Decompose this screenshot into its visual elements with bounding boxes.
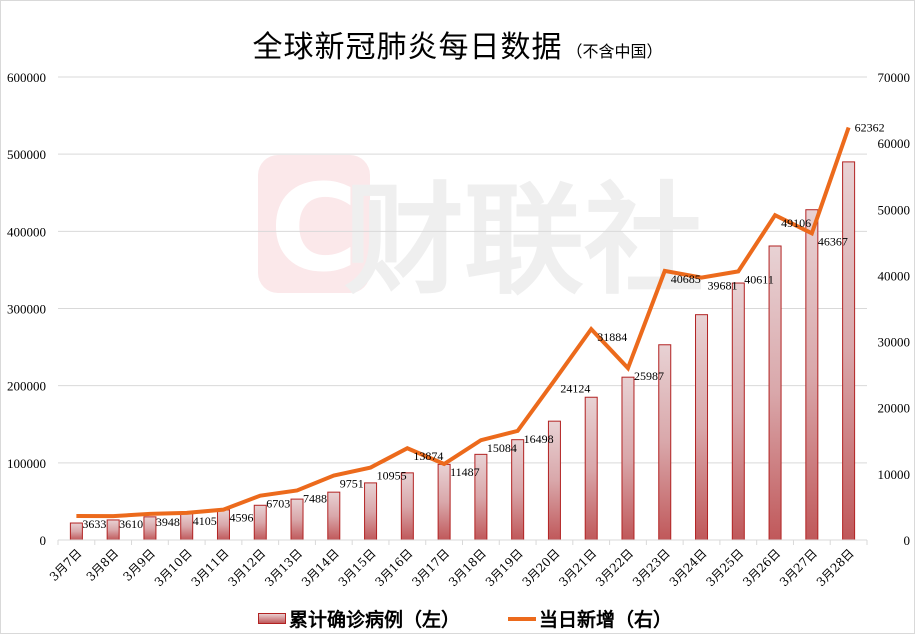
- y-axis-right: 0 10000 20000 30000 40000 50000 60000 70000: [878, 70, 911, 548]
- watermark-logo-icon: C: [270, 160, 358, 299]
- bar-3月11日[interactable]: [216, 509, 230, 541]
- bar-3月13日[interactable]: [290, 498, 304, 541]
- x-tick-label: 3月13日: [262, 546, 305, 589]
- y-left-tick-label: 400000: [7, 224, 46, 239]
- data-label: 13874: [413, 449, 443, 463]
- legend-item-line[interactable]: 当日新增（右）: [508, 605, 672, 632]
- data-label: 46367: [818, 234, 848, 248]
- bar-3月24日[interactable]: [695, 314, 709, 541]
- y-left-tick-label: 500000: [7, 147, 46, 162]
- x-tick-label: 3月24日: [667, 546, 710, 589]
- x-tick-label: 3月15日: [336, 546, 379, 589]
- x-tick-label: 3月16日: [372, 546, 415, 589]
- legend-bar-swatch-icon: [258, 613, 286, 624]
- legend-item-bars[interactable]: 累计确诊病例（左）: [258, 605, 460, 632]
- bar-3月10日[interactable]: [180, 513, 194, 541]
- data-label: 39681: [708, 279, 738, 293]
- bar-3月15日[interactable]: [364, 482, 378, 541]
- bar-3月8日[interactable]: [106, 519, 120, 541]
- bar-3月21日[interactable]: [584, 396, 598, 541]
- data-label: 16498: [524, 432, 554, 446]
- line-daily-new[interactable]: [76, 126, 851, 519]
- data-label: 49106: [781, 216, 811, 230]
- data-label: 9751: [340, 477, 364, 491]
- y-left-tick-label: 100000: [7, 456, 46, 471]
- chart-title-main: 全球新冠肺炎每日数据: [252, 30, 563, 65]
- y-left-tick-label: 0: [40, 533, 47, 548]
- data-label: 31884: [597, 330, 627, 344]
- bar-3月26日[interactable]: [768, 245, 782, 541]
- y-right-tick-label: 70000: [878, 70, 911, 85]
- data-label: 7488: [303, 491, 327, 505]
- y-left-tick-label: 300000: [7, 302, 46, 317]
- legend: 累计确诊病例（左） 当日新增（右）: [0, 605, 915, 632]
- data-label: 62362: [855, 121, 885, 135]
- chart-title: 全球新冠肺炎每日数据 （不含中国）: [0, 22, 915, 66]
- bar-3月22日[interactable]: [621, 376, 635, 541]
- x-axis: 3月7日 3月8日 3月9日3月10日3月11日3月12日3月13日3月14日3月1…: [47, 539, 868, 589]
- legend-bars-label: 累计确诊病例（左）: [289, 609, 461, 631]
- y-right-tick-label: 20000: [878, 401, 911, 416]
- x-tick-label: 3月28日: [814, 546, 857, 589]
- x-tick-label: 3月11日: [189, 546, 232, 589]
- watermark-text: 财联社: [344, 172, 704, 311]
- x-tick-label: 3月26日: [740, 546, 783, 589]
- bar-3月25日[interactable]: [731, 282, 745, 541]
- data-labels: 3633 3610 3948 4105 4596 6703 7488 9751 10955 138…: [82, 121, 884, 532]
- x-tick-label: 3月23日: [630, 546, 673, 589]
- x-tick-label: 3月8日: [84, 546, 122, 584]
- x-tick-label: 3月14日: [299, 546, 342, 589]
- x-tick-label: 3月27日: [777, 546, 820, 589]
- watermark: C 财联社: [258, 155, 704, 311]
- x-tick-label: 3月18日: [446, 546, 489, 589]
- line-series-daily-new: [76, 126, 851, 519]
- data-label: 40685: [671, 272, 701, 286]
- bar-3月12日[interactable]: [253, 504, 267, 541]
- bar-3月16日[interactable]: [400, 472, 414, 541]
- data-label: 4596: [229, 511, 253, 525]
- x-tick-label: 3月17日: [409, 546, 452, 589]
- y-axis-left: 0 100000 200000 300000 400000 500000 600000: [7, 70, 46, 548]
- data-label: 10955: [377, 469, 407, 483]
- legend-line-swatch-icon: [508, 616, 536, 621]
- data-label: 4105: [193, 514, 217, 528]
- x-tick-label: 3月21日: [556, 546, 599, 589]
- y-right-tick-label: 30000: [878, 335, 911, 350]
- bar-3月14日[interactable]: [327, 491, 341, 541]
- data-label: 15084: [487, 441, 517, 455]
- data-label: 6703: [266, 497, 290, 511]
- data-label: 3610: [119, 517, 143, 531]
- x-tick-label: 3月12日: [225, 546, 268, 589]
- bar-3月27日[interactable]: [805, 209, 819, 541]
- bar-3月17日[interactable]: [437, 463, 451, 541]
- bar-3月9日[interactable]: [143, 516, 157, 541]
- y-right-tick-label: 0: [904, 533, 911, 548]
- data-label: 40611: [744, 272, 774, 286]
- watermark-logo-bg: [258, 155, 370, 293]
- legend-line-label: 当日新增（右）: [539, 609, 673, 631]
- y-right-tick-label: 60000: [878, 136, 911, 151]
- y-left-tick-label: 200000: [7, 379, 46, 394]
- x-tick-label: 3月10日: [152, 546, 195, 589]
- x-tick-label: 3月7日: [47, 546, 85, 584]
- chart-title-sub: （不含中国）: [566, 42, 663, 61]
- x-tick-label: 3月20日: [519, 546, 562, 589]
- x-tick-label: 3月25日: [703, 546, 746, 589]
- data-label: 24124: [560, 381, 590, 395]
- y-right-tick-label: 10000: [878, 467, 911, 482]
- bar-3月28日[interactable]: [842, 161, 856, 541]
- y-left-tick-label: 600000: [7, 70, 46, 85]
- data-label: 25987: [634, 369, 664, 383]
- x-tick-label: 3月19日: [483, 546, 526, 589]
- y-right-tick-label: 50000: [878, 202, 911, 217]
- data-label: 11487: [450, 465, 480, 479]
- data-label: 3948: [156, 515, 180, 529]
- x-tick-label: 3月22日: [593, 546, 636, 589]
- y-right-tick-label: 40000: [878, 268, 911, 283]
- data-label: 3633: [82, 517, 106, 531]
- bar-3月7日[interactable]: [69, 522, 83, 541]
